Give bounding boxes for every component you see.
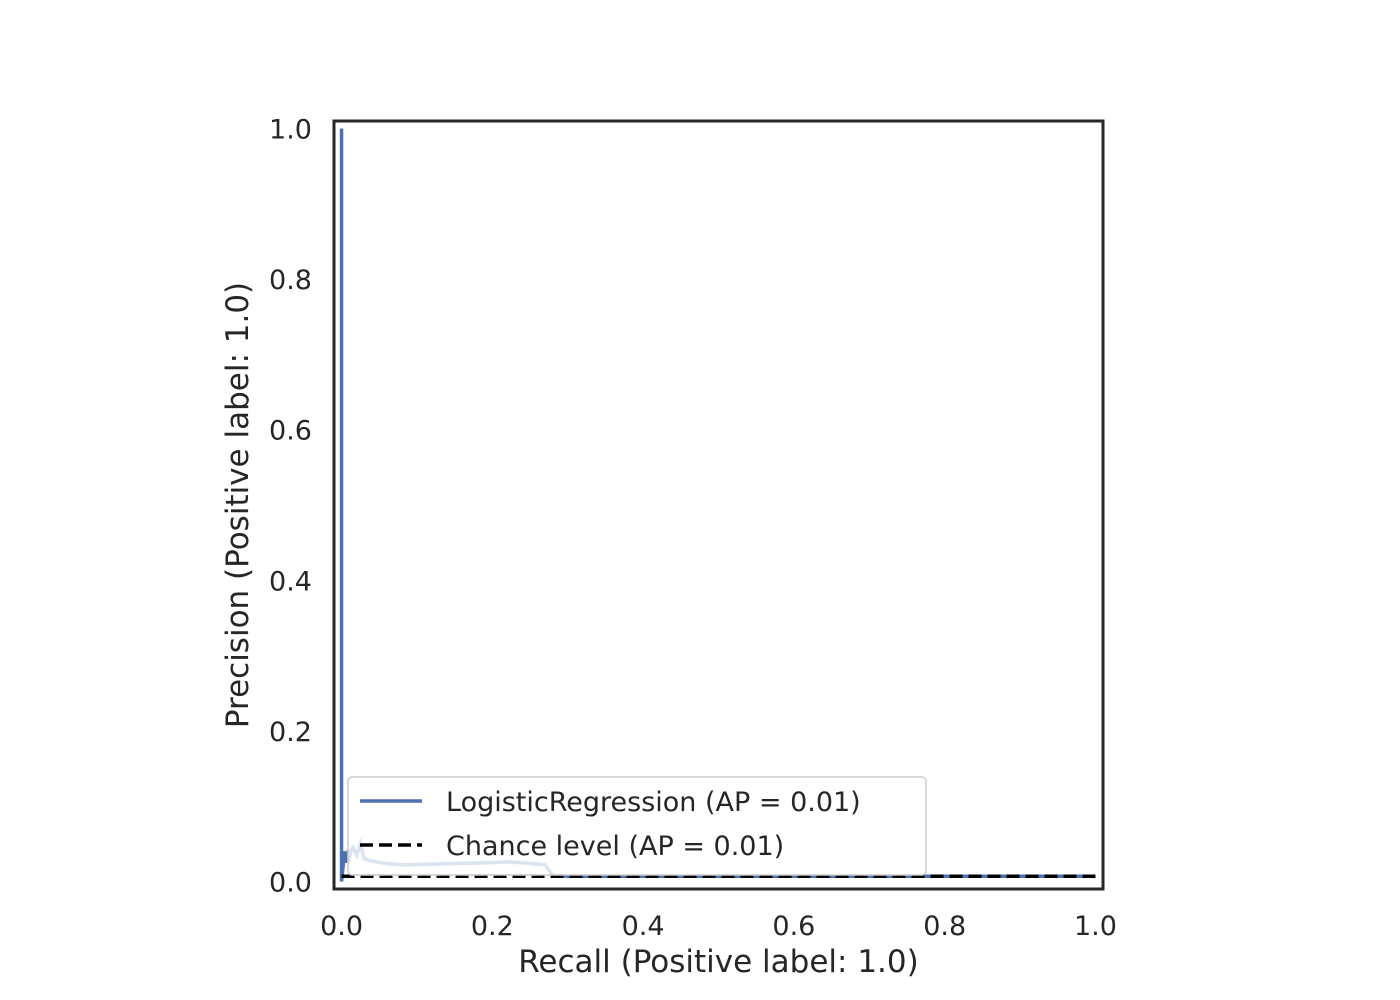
x-tick-label: 0.0 <box>320 911 363 942</box>
legend-box <box>347 776 927 876</box>
y-tick-label: 1.0 <box>269 115 312 146</box>
y-axis-label: Precision (Positive label: 1.0) <box>220 282 256 728</box>
y-tick-label: 0.6 <box>269 416 312 447</box>
legend: LogisticRegression (AP = 0.01) Chance lev… <box>347 776 927 876</box>
y-tick-label: 0.4 <box>269 566 312 597</box>
y-tick-label: 0.8 <box>269 265 312 296</box>
x-tick-label: 0.2 <box>471 911 514 942</box>
x-tick-label: 0.6 <box>772 911 815 942</box>
x-tick-label: 1.0 <box>1074 911 1117 942</box>
legend-entry-1: Chance level (AP = 0.01) <box>446 831 784 862</box>
x-axis-label: Recall (Positive label: 1.0) <box>518 944 918 980</box>
x-tick-label: 0.8 <box>923 911 966 942</box>
y-tick-label: 0.0 <box>269 867 312 898</box>
x-tick-label: 0.4 <box>622 911 665 942</box>
legend-entry-0: LogisticRegression (AP = 0.01) <box>446 787 861 818</box>
axes-frame <box>332 119 1105 891</box>
y-tick-label: 0.2 <box>269 717 312 748</box>
